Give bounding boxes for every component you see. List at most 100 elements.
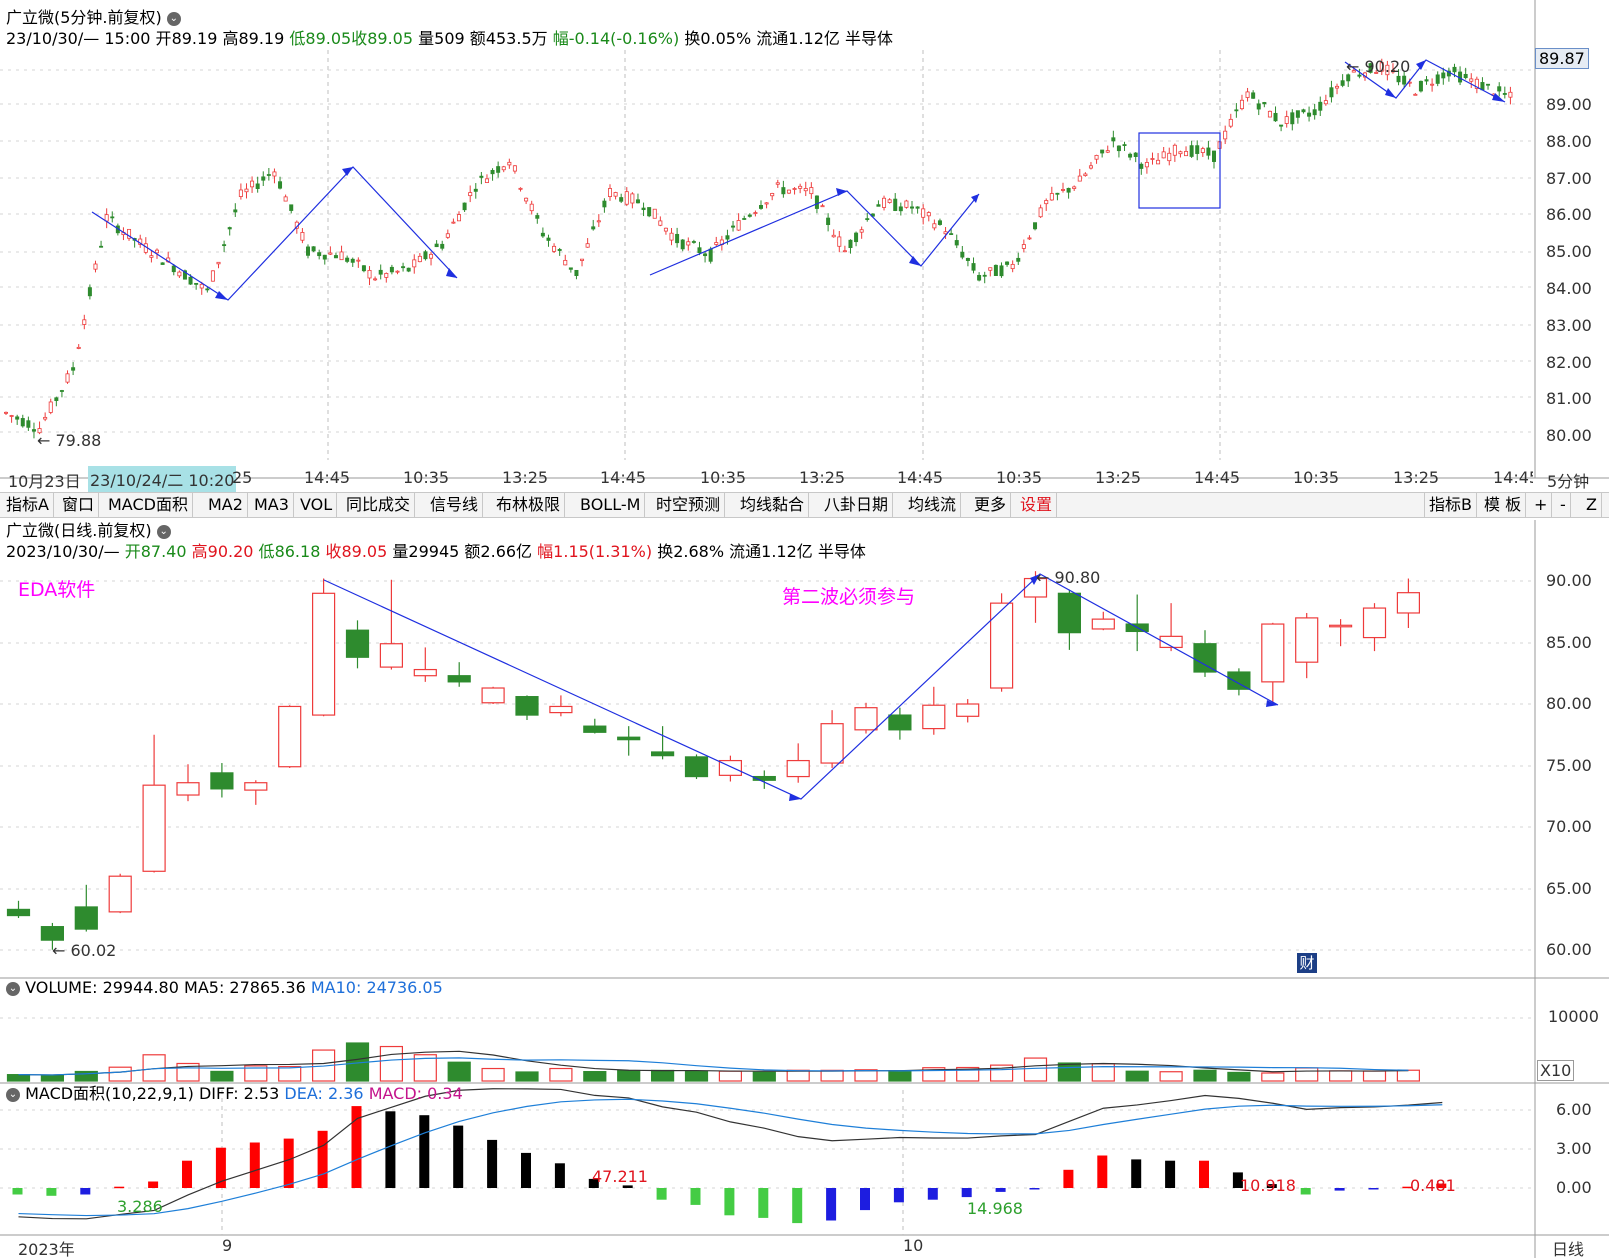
top-candle xyxy=(1066,187,1071,199)
chevron-down-icon[interactable]: ⌄ xyxy=(166,11,181,26)
macd-bar xyxy=(385,1111,396,1188)
toolbar-btn-template[interactable]: 模 板 xyxy=(1480,493,1527,517)
top-candle xyxy=(842,245,847,253)
period-5min-button[interactable]: 5分钟 xyxy=(1547,472,1590,491)
daily-low-label: 低 xyxy=(258,542,275,561)
volume-bar xyxy=(752,1071,776,1082)
daily-candle xyxy=(922,686,946,735)
top-candle xyxy=(1307,106,1312,122)
daily-open-label: 开 xyxy=(124,542,141,561)
top-candle xyxy=(1228,113,1233,129)
chevron-down-icon[interactable]: ⌄ xyxy=(156,524,171,539)
toolbar-btn-more[interactable]: 更多 xyxy=(970,493,1012,517)
toolbar-btn-settings[interactable]: 设置 xyxy=(1016,493,1058,517)
daily-info-line: 2023/10/30/— 开87.40 高90.20 低86.18 收89.05… xyxy=(6,542,866,562)
volume-bar xyxy=(40,1074,65,1082)
top-candle xyxy=(926,211,931,222)
toolbar-btn-indicator-b[interactable]: 指标B xyxy=(1424,493,1477,517)
volume-bar xyxy=(1193,1069,1217,1082)
top-candle xyxy=(222,240,227,253)
daily-candle xyxy=(1057,589,1082,650)
toolbar-btn-ma3[interactable]: MA3 xyxy=(250,493,294,517)
chevron-down-icon[interactable]: ⌄ xyxy=(6,1087,20,1102)
toolbar-btn-ma-flow[interactable]: 均线流 xyxy=(904,493,962,517)
volume-bar xyxy=(1295,1067,1319,1082)
top-candle xyxy=(9,414,14,423)
toolbar-btn-z[interactable]: Z xyxy=(1582,493,1602,517)
macd-bar xyxy=(215,1147,226,1188)
toolbar-btn-zoom-in[interactable]: + xyxy=(1530,493,1553,517)
top-candle xyxy=(960,246,965,260)
macd-bar xyxy=(792,1188,803,1224)
top-candle xyxy=(663,227,668,235)
toolbar-btn-ma-convergence[interactable]: 均线黏合 xyxy=(736,493,810,517)
toolbar-btn-zoom-out[interactable]: - xyxy=(1556,493,1571,517)
top-candle xyxy=(1413,92,1418,96)
top-candle xyxy=(1323,94,1328,106)
top-candle xyxy=(619,193,624,204)
volume-ma5: MA5: 27865.36 xyxy=(184,978,306,997)
volume-ma-lines xyxy=(18,1050,1409,1076)
macd-area-label: 14.968 xyxy=(967,1199,1023,1218)
macd-bar xyxy=(1199,1160,1209,1188)
top-candle xyxy=(524,197,529,205)
top-candle xyxy=(456,211,461,222)
toolbar-btn-macd-area[interactable]: MACD面积 xyxy=(104,493,193,517)
toolbar-btn-signal-line[interactable]: 信号线 xyxy=(426,493,484,517)
top-candle xyxy=(468,185,473,203)
top-candle xyxy=(1184,146,1189,157)
volume-bar xyxy=(278,1065,302,1082)
finance-icon[interactable]: 财 xyxy=(1297,953,1317,973)
top-close-label: 收 xyxy=(351,29,368,48)
top-candle xyxy=(31,422,36,439)
toolbar-btn-indicator-a[interactable]: 指标A xyxy=(2,493,54,517)
macd-bar xyxy=(893,1188,904,1203)
daily-candle-body xyxy=(244,782,268,791)
daily-candle xyxy=(447,662,471,687)
period-daily-button[interactable]: 日线 xyxy=(1552,1240,1585,1259)
toolbar-btn-yoy-volume[interactable]: 同比成交 xyxy=(342,493,416,517)
top-candle xyxy=(1016,252,1021,265)
top-candle xyxy=(714,236,719,247)
daily-turn-label: 换 xyxy=(657,542,674,561)
toolbar-btn-bagua-dates[interactable]: 八卦日期 xyxy=(820,493,894,517)
top-candle xyxy=(1010,260,1015,273)
daily-candle-body xyxy=(345,629,370,658)
top-x-label: 14:45 xyxy=(1194,468,1241,487)
daily-candle xyxy=(6,900,31,919)
toolbar-btn-boll-m[interactable]: BOLL-M xyxy=(576,493,646,517)
toolbar-btn-bollinger-limit[interactable]: 布林极限 xyxy=(492,493,566,517)
top-candle xyxy=(1100,149,1105,158)
top-candle xyxy=(1189,140,1194,158)
daily-candle-body xyxy=(854,707,878,731)
top-candle xyxy=(496,161,501,178)
daily-candle xyxy=(786,743,810,783)
toolbar-btn-spacetime-forecast[interactable]: 时空预测 xyxy=(652,493,726,517)
top-candle xyxy=(490,168,495,181)
top-candle xyxy=(1094,154,1099,164)
top-amt-value: 453.5万 xyxy=(485,29,548,48)
top-candle xyxy=(1463,67,1468,80)
chevron-down-icon[interactable]: ⌄ xyxy=(6,981,20,996)
top-candle xyxy=(462,202,467,212)
top-candle xyxy=(1116,145,1121,158)
top-candle xyxy=(937,218,942,226)
toolbar-btn-vol[interactable]: VOL xyxy=(296,493,338,517)
top-candle xyxy=(401,262,406,272)
top-candle xyxy=(1200,146,1205,157)
top-candle xyxy=(910,201,915,214)
volume-ma10: MA10: 24736.05 xyxy=(310,978,443,997)
toolbar-btn-ma2[interactable]: MA2 xyxy=(204,493,248,517)
top-candle xyxy=(99,240,104,248)
daily-candle-body xyxy=(210,772,234,790)
macd-bar xyxy=(860,1188,870,1211)
top-candle xyxy=(882,195,887,211)
top-candle xyxy=(283,194,288,202)
top-candle xyxy=(473,183,478,199)
top-candle xyxy=(182,269,187,280)
macd-bar xyxy=(1266,1184,1277,1188)
top-candle xyxy=(20,414,25,428)
top-candle xyxy=(227,226,232,236)
toolbar-btn-window[interactable]: 窗口 xyxy=(58,493,100,517)
top-candle xyxy=(110,211,115,223)
